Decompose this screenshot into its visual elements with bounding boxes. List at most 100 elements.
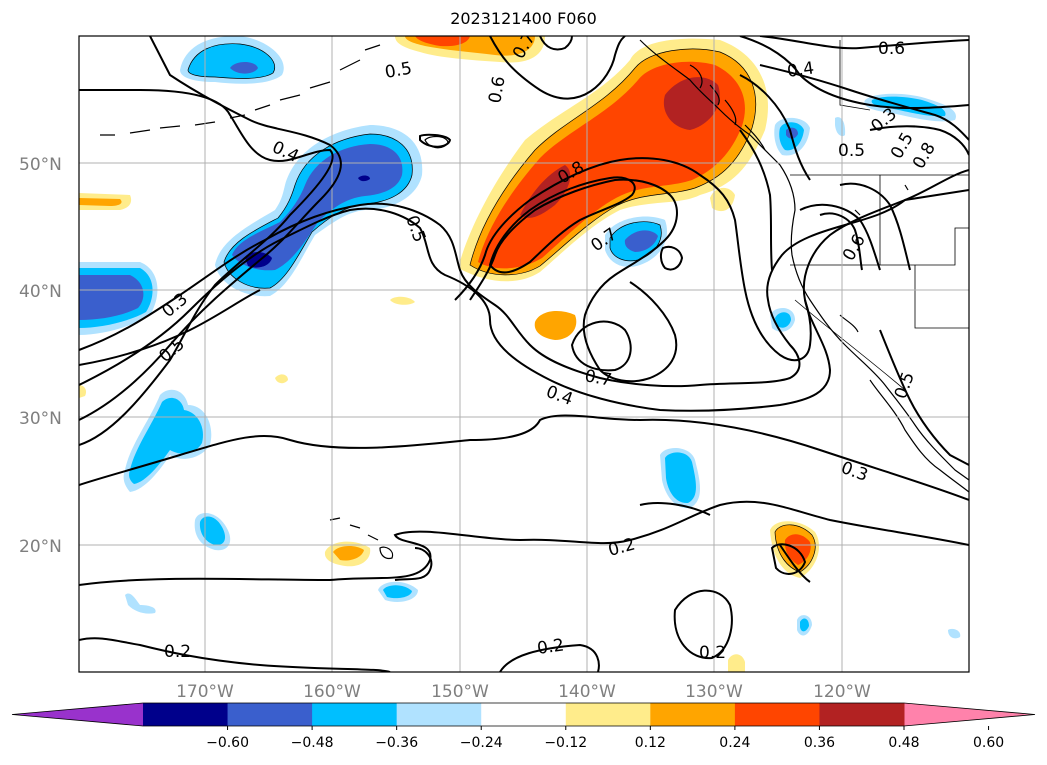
cool-anomaly-blob [125,593,156,614]
warm-anomaly-north-strong [415,36,470,47]
contour-0.2-south [79,500,969,586]
cool-anomaly-blob-strong [230,62,258,74]
cool-anomaly-blob-max [358,175,370,182]
colorbar-tick-label: 0.48 [888,735,919,751]
contour-0.2-e [639,502,711,516]
warm-anomaly-blob [79,198,122,206]
contour-label: 0.6 [878,39,905,59]
colorbar-tick-label: −0.24 [460,735,503,751]
contour-label: 0.6 [485,75,509,105]
cool-anomaly-blob [835,117,846,137]
contour-0.3-coast [739,129,773,271]
contour-0.2-loop [499,643,600,672]
cool-anomaly-blob-strong [624,230,658,252]
shaded-fields [79,36,961,672]
colorbar-bin [396,703,482,726]
warm-anomaly-blob [390,296,415,305]
warm-anomaly-alaska-max [663,77,720,130]
contour-ring-alaska [419,133,452,148]
colorbar-tick-label: 0.36 [804,735,835,751]
contour-label: 0.5 [838,141,865,161]
colorbar-extend-low [12,703,143,726]
contour-0.6-b [454,157,812,362]
map-frame [78,35,970,673]
colorbar-bin [227,703,313,726]
colorbar-tick-label: 0.24 [719,735,750,751]
lon-label: 130°W [685,682,743,702]
colorbar-bin [143,703,229,726]
contour-label: 0.2 [536,635,566,659]
contour-0.8 [488,176,636,274]
cool-anomaly-blob-strong [79,275,144,320]
contour-0.6-inland [799,203,881,271]
contour-label: 0.7 [583,366,613,390]
contour-0.7-ne [759,64,969,141]
cool-anomaly-blob-strong [232,144,403,271]
contour-0.3 [79,414,969,501]
map-background [79,36,969,672]
warm-anomaly-blob [333,546,364,561]
contour-0.5 [79,189,969,388]
contour-0.7-north [539,36,573,51]
colorbar-bin [734,703,820,726]
lon-label: 150°W [431,682,489,702]
contour-0.3-east [739,74,811,181]
colorbar-bin [481,703,567,726]
contour-0.2-ring [673,589,733,660]
lon-label: 170°W [176,682,234,702]
colorbar-tick-label: −0.48 [291,735,334,751]
cool-anomaly-blob-core [129,397,204,484]
lon-axis: 170°W 160°W 150°W 140°W 130°W 120°W [176,682,871,702]
colorbar-tick-label: −0.60 [206,735,249,751]
contour-0.7-loop [659,245,684,271]
contour-label: 0.4 [786,58,816,82]
contour-0.7 [469,178,678,383]
contour-label: 0.5 [383,59,413,83]
contour-0.5-sw2 [779,544,811,583]
lon-label: 140°W [558,682,616,702]
map-title: 2023121400 F060 [450,9,597,28]
contour-0.4-mid [79,169,969,412]
contour-ring-hawaii2 [394,547,433,581]
contour-0.5-sw [879,329,969,466]
colorbar-extend-high [904,703,1035,726]
colorbar-bin [312,703,398,726]
warm-anomaly-blob [728,654,745,672]
cool-anomaly-blob-strong [786,127,798,139]
colorbar-tick-label: 0.60 [973,735,1004,751]
contour-lines [79,36,969,672]
colorbar-bin [650,703,736,726]
map-content: 0.6 0.5 0.6 0.7 0.4 0.3 0.5 0.4 0.8 0.7 … [79,36,969,672]
cool-anomaly-blob [948,628,961,639]
lat-label: 30°N [19,409,62,429]
warm-anomaly-blob [79,385,87,398]
shade-outlines [187,43,816,573]
contour-0.3-west [79,89,334,446]
contour-ring-small [570,320,632,372]
colorbar-tick-label: −0.36 [375,735,418,751]
contour-0.7-inland [819,212,863,271]
contour-label: 0.2 [164,642,191,662]
cool-anomaly-blob-core [775,312,791,328]
lon-label: 120°W [813,682,871,702]
colorbar-outline [11,702,1036,727]
cool-anomaly-blob-core [383,585,412,599]
contour-0.6-ne2 [759,36,969,50]
colorbar: −0.60 −0.48 −0.36 −0.24 −0.12 0.12 0.24 0.36 0.4… [11,702,1036,751]
coastlines [100,39,969,560]
contour-0.2-lower [79,637,391,672]
contour-label: 0.2 [699,643,726,663]
lat-label: 50°N [19,155,62,175]
contour-0.8-ne [869,125,969,156]
cool-anomaly-blob-core [199,516,226,546]
contour-0.5-west [79,289,261,366]
colorbar-tick-label: −0.12 [544,735,587,751]
lat-label: 40°N [19,282,62,302]
warm-anomaly-blob [534,310,577,340]
contour-ring-hawaii [770,543,807,575]
lon-label: 160°W [303,682,361,702]
contour-0.6 [489,36,626,100]
warm-anomaly-blob [275,374,288,384]
contour-0.5-inland [839,182,911,271]
